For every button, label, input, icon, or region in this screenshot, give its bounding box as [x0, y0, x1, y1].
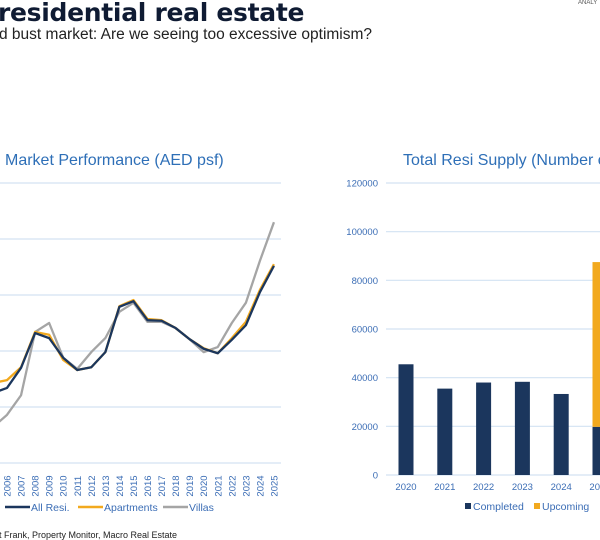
- bar-completed-2023: [514, 381, 530, 475]
- legend-label: Villas: [189, 502, 214, 514]
- line-x-tick-label: 2014: [115, 475, 126, 496]
- line-x-tick-label: 2009: [45, 475, 56, 496]
- line-series-all-resi: [0, 265, 275, 392]
- line-x-tick-label: 2023: [241, 475, 252, 496]
- line-x-tick-label: 2013: [101, 475, 112, 496]
- line-x-tick-label: 2012: [87, 475, 98, 496]
- slide-title: residential real estate: [0, 0, 305, 27]
- line-x-tick-label: 2024: [255, 475, 266, 496]
- line-chart-title: Market Performance (AED psf): [5, 152, 224, 169]
- bar-completed-2020: [398, 364, 414, 475]
- line-x-tick-label: 2016: [143, 475, 154, 496]
- line-x-tick-label: 2015: [129, 475, 140, 496]
- bar-chart-title: Total Resi Supply (Number of: [403, 152, 600, 169]
- bar-x-tick-label: 2024: [551, 482, 572, 493]
- source-note: t Frank, Property Monitor, Macro Real Es…: [0, 530, 178, 540]
- bar-completed-2022: [476, 382, 492, 475]
- legend-label: Completed: [473, 501, 524, 513]
- header-tag: ANALY: [578, 0, 598, 6]
- bar-y-tick-label: 0: [373, 471, 378, 482]
- bar-y-tick-label: 100000: [346, 227, 378, 238]
- line-x-tick-label: 2022: [227, 475, 238, 496]
- bar-completed-2021: [437, 388, 453, 475]
- line-x-tick-label: 2025: [269, 475, 280, 496]
- bar-x-tick-label: 2022: [473, 482, 494, 493]
- bar-completed-2025: [592, 426, 600, 475]
- bar-x-tick-label: 2021: [434, 482, 455, 493]
- bar-x-tick-label: 2020: [395, 482, 416, 493]
- bar-x-tick-label: 2023: [512, 482, 533, 493]
- line-series-villas: [0, 221, 276, 423]
- bar-x-tick-label: 2025: [589, 482, 600, 493]
- bar-y-tick-label: 20000: [352, 422, 378, 433]
- bar-y-tick-label: 40000: [352, 373, 378, 384]
- bar-y-tick-label: 60000: [352, 325, 378, 336]
- legend-swatch: [534, 503, 540, 509]
- line-x-tick-label: 2006: [3, 475, 14, 496]
- bar-y-tick-label: 80000: [352, 276, 378, 287]
- line-series-apartments: [0, 263, 275, 383]
- legend-label: Apartments: [104, 502, 158, 514]
- slide-subtitle: d bust market: Are we seeing too excessi…: [0, 26, 373, 43]
- bar-upcoming-2025: [592, 262, 600, 427]
- legend-label: All Resi.: [31, 502, 70, 514]
- line-x-tick-label: 2017: [157, 475, 168, 496]
- line-x-tick-label: 2007: [17, 475, 28, 496]
- bar-y-tick-label: 120000: [346, 179, 378, 190]
- legend-swatch: [465, 503, 471, 509]
- line-x-tick-label: 2020: [199, 475, 210, 496]
- bar-completed-2024: [553, 393, 569, 475]
- line-x-tick-label: 2008: [31, 475, 42, 496]
- line-x-tick-label: 2019: [185, 475, 196, 496]
- line-x-tick-label: 2021: [213, 475, 224, 496]
- line-x-tick-label: 2011: [73, 476, 84, 496]
- line-x-tick-label: 2010: [59, 475, 70, 496]
- line-x-tick-label: 2018: [171, 475, 182, 496]
- legend-label: Upcoming: [542, 501, 589, 513]
